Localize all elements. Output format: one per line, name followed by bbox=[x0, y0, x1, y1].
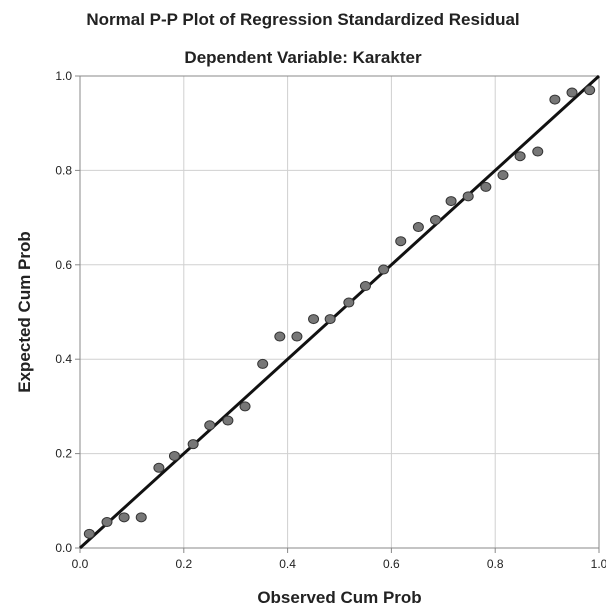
data-point bbox=[497, 170, 509, 181]
x-tick-label: 0.8 bbox=[487, 557, 504, 571]
reference-line bbox=[78, 74, 601, 550]
y-tick-label: 0.4 bbox=[55, 352, 72, 366]
x-tick-label: 1.0 bbox=[591, 557, 606, 571]
data-point bbox=[566, 87, 578, 98]
data-point bbox=[343, 297, 355, 308]
data-point bbox=[168, 450, 180, 461]
data-point bbox=[514, 151, 526, 162]
data-point bbox=[584, 85, 596, 96]
y-tick-label: 0.6 bbox=[55, 258, 72, 272]
chart-title: Normal P-P Plot of Regression Standardiz… bbox=[86, 10, 520, 29]
y-tick-label: 0.8 bbox=[55, 163, 72, 177]
x-tick-label: 0.2 bbox=[175, 557, 192, 571]
data-point bbox=[239, 401, 251, 412]
data-point bbox=[101, 517, 113, 528]
data-point bbox=[324, 314, 336, 325]
data-point bbox=[83, 528, 95, 539]
data-point bbox=[395, 236, 407, 247]
data-point bbox=[118, 512, 130, 523]
data-point bbox=[412, 222, 424, 233]
data-point bbox=[187, 439, 199, 450]
x-axis-label: Observed Cum Prob bbox=[257, 588, 422, 607]
data-point bbox=[378, 264, 390, 275]
data-point bbox=[257, 358, 269, 369]
x-tick-label: 0.4 bbox=[279, 557, 296, 571]
data-point bbox=[153, 462, 165, 473]
tick-labels: 0.00.0 0.2 0.2 0.4 0.4 0.6 0.6 0.8 0.8 1.0 1.0 bbox=[55, 69, 606, 571]
data-point bbox=[204, 420, 216, 431]
data-point bbox=[308, 314, 320, 325]
data-point bbox=[274, 331, 286, 342]
data-point bbox=[430, 214, 442, 225]
data-point bbox=[445, 196, 457, 207]
data-point bbox=[480, 181, 492, 192]
plot-frame bbox=[79, 75, 600, 549]
data-point bbox=[135, 512, 147, 523]
data-point bbox=[462, 191, 474, 202]
y-tick-label: 1.0 bbox=[55, 69, 72, 83]
y-tick-label: 0.2 bbox=[55, 447, 72, 461]
data-point bbox=[359, 281, 371, 292]
x-tick-label: 0.6 bbox=[383, 557, 400, 571]
data-point bbox=[532, 146, 544, 157]
chart-subtitle: Dependent Variable: Karakter bbox=[184, 48, 422, 67]
grid bbox=[80, 76, 599, 548]
y-axis-label: Expected Cum Prob bbox=[15, 231, 34, 393]
y-tick-label: 0.0 bbox=[55, 541, 72, 555]
data-point bbox=[222, 415, 234, 426]
data-points bbox=[83, 85, 596, 539]
data-point bbox=[291, 331, 303, 342]
x-tick-label: 0.0 bbox=[72, 557, 89, 571]
data-point bbox=[549, 94, 561, 105]
